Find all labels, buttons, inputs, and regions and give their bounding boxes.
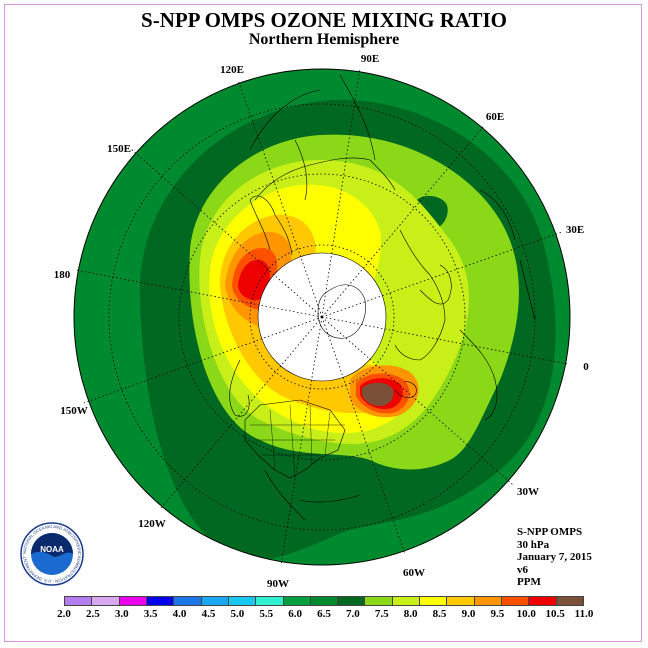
info-version: v6 [517,563,528,576]
meridian-30e [321,231,563,318]
colorbar-tick-label: 8.5 [432,608,447,620]
colorbar-ticks: 2.0 2.5 3.0 3.5 4.0 4.5 5.0 5.5 6.0 6.5 7.0 7.5 8.0 8… [48,608,600,622]
figure-frame [4,4,642,642]
meridian-180 [75,269,323,318]
colorbar-tick-label: 6.5 [317,608,331,620]
colorbar-tick-label: 7.0 [346,608,360,620]
colorbar-swatch [228,597,257,605]
colorbar-swatch [392,597,421,605]
colorbar-swatch [365,597,393,605]
colorbar-tick-label: 9.5 [490,608,505,620]
colorbar-tick-label: 4.5 [201,608,216,620]
colorbar-swatch [92,597,120,605]
field-band-105-west [238,259,270,301]
colorbar-tick-label: 2.0 [57,608,71,620]
colorbar-tick-label: 6.0 [288,608,302,620]
lon-label-150w: 150W [60,405,88,417]
colorbar-swatch [338,597,366,605]
lon-label-90w: 90W [267,578,289,590]
lon-label-180: 180 [54,269,71,281]
info-units: PPM [517,576,541,588]
coast-africa-north [459,329,498,421]
noaa-logo: NATIONAL OCEANIC AND ATMOSPHERIC ADMINIS… [20,522,84,586]
colorbar-swatch [529,597,557,605]
lon-label-90e: 90E [361,53,379,65]
lon-label-60w: 60W [403,567,425,579]
lon-label-120w: 120W [138,518,166,530]
coast-north-america [244,399,346,479]
colorbar-tick-label: 8.0 [403,608,418,620]
lon-label-60e: 60E [486,111,504,123]
colorbar-tick-label: 10.0 [516,608,536,620]
colorbar-swatch [119,597,147,605]
colorbar-tick-label: 4.0 [172,608,187,620]
parallel-50n [178,173,466,461]
parallel-70n [249,244,395,390]
field-band-110-max [362,382,394,407]
colorbar-tick-label: 3.5 [143,608,158,620]
colorbar-tick-label: 5.0 [230,608,245,620]
colorbar-swatch [420,597,448,605]
info-instrument: S-NPP OMPS [517,526,583,538]
info-block: S-NPP OMPS 30 hPa January 7, 2015 v6 PPM [517,526,592,589]
colorbar-swatch [174,597,202,605]
parallel-30n [108,103,536,531]
colorbar-swatch [502,597,530,605]
coast-greenland [317,284,366,339]
meridian-60w [321,316,406,555]
page-title: S-NPP OMPS OZONE MIXING RATIO [141,8,507,32]
coast-europe [394,229,446,361]
colorbar-swatch [201,597,229,605]
logo-bird-icon [31,533,73,557]
colorbar-swatch [146,597,175,605]
colorbar-swatch [474,597,502,605]
meridian-60e [321,126,484,318]
colorbar-tick-label: 11.0 [574,608,594,620]
coast-central-america [264,469,361,521]
coast-iceland [394,381,417,399]
colorbar-swatch [556,597,583,605]
info-level: 30 hPa [517,538,550,551]
colorbar-tick-label: 3.0 [114,608,129,620]
meridian-0 [321,316,569,365]
coast-alaska [229,359,250,417]
page-subtitle: Northern Hemisphere [248,31,400,48]
colorbar-tick-label: 7.5 [374,608,389,620]
meridian-90w [280,316,323,566]
lon-label-30w: 30W [517,486,539,498]
colorbar-swatch [310,597,339,605]
lon-label-0: 0 [583,361,589,373]
colorbar-tick-label: 10.5 [545,608,565,620]
colorbar-swatch [283,597,311,605]
coast-kamchatka [249,195,293,256]
info-date: January 7, 2015 [517,551,592,563]
lon-label-30e: 30E [566,224,584,236]
map-disc-outline [73,68,571,566]
colorbar-swatch [256,597,284,605]
lon-label-150e: 150E [107,143,131,155]
lon-label-120e: 120E [220,64,244,76]
graticule [75,67,569,566]
colorbar-swatch [65,597,93,605]
coast-siberia [254,157,396,201]
coast-middle-east [479,189,536,321]
colorbar-tick-label: 2.5 [86,608,100,620]
coast-scandinavia [419,264,452,305]
colorbar [64,596,584,606]
colorbar-swatch [447,597,475,605]
longitude-labels: 90E 60E 30E 0 30W 60W 90W 120W 150W 180 … [54,53,590,590]
meridian-120w [160,316,323,509]
coast-us-states [250,404,345,479]
logo-text: NOAA [40,545,64,554]
coastlines [229,74,536,521]
coast-asia-interior [249,74,376,201]
colorbar-tick-label: 9.0 [461,608,476,620]
colorbar-tick-label: 5.5 [259,608,274,620]
